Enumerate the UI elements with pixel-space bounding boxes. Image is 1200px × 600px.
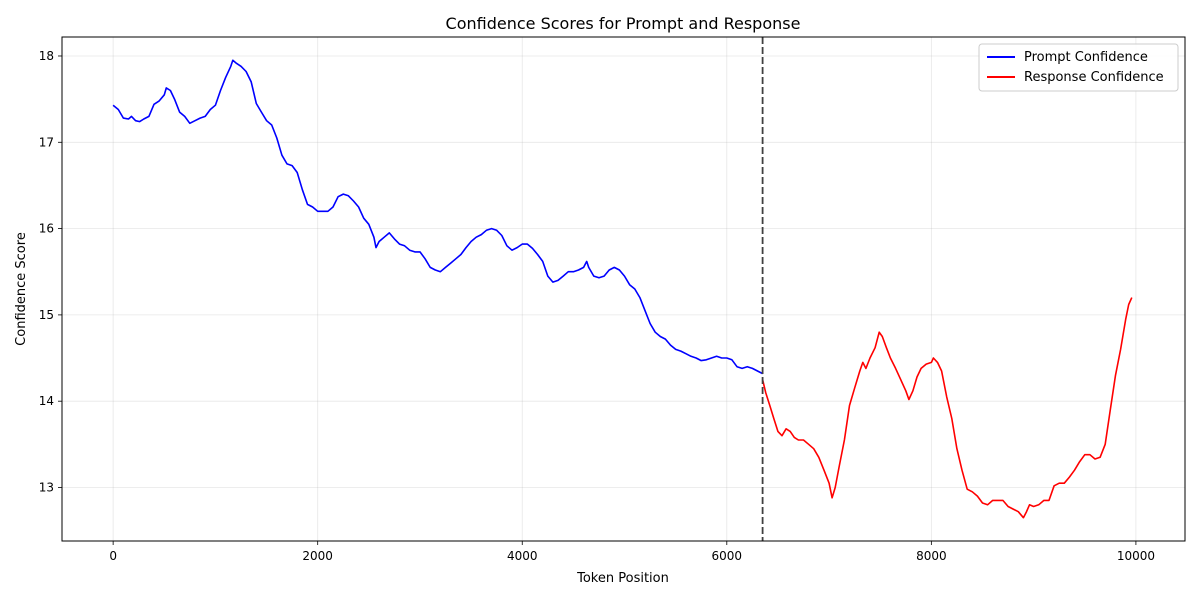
legend-box [978,43,1179,92]
x-tick-label: 2000 [302,549,333,563]
x-axis-ticks: 0 2000 4000 6000 8000 10000 [109,541,1155,563]
grid [62,37,1185,541]
chart-title: Confidence Scores for Prompt and Respons… [446,14,801,33]
y-tick-label: 17 [39,135,54,149]
plot-frame [61,36,1186,542]
legend-label-response: Response Confidence [1024,70,1164,85]
legend-label-prompt: Prompt Confidence [1024,50,1148,65]
y-tick-label: 15 [39,308,54,322]
y-tick-label: 16 [39,222,54,236]
y-axis-ticks: 13 14 15 16 17 18 [39,49,62,494]
series-layer [112,59,1133,519]
x-tick-label: 8000 [916,549,947,563]
legend: Prompt Confidence Response Confidence [978,43,1179,92]
x-tick-label: 4000 [507,549,538,563]
x-axis-label: Token Position [576,571,669,586]
y-axis-label: Confidence Score [14,232,29,346]
prompt-confidence-line [112,59,763,375]
y-tick-label: 14 [39,394,54,408]
y-tick-label: 18 [39,49,54,63]
x-tick-label: 0 [109,549,117,563]
y-tick-label: 13 [39,480,54,494]
response-confidence-line [761,297,1133,519]
x-tick-label: 6000 [712,549,743,563]
x-tick-label: 10000 [1117,549,1155,563]
